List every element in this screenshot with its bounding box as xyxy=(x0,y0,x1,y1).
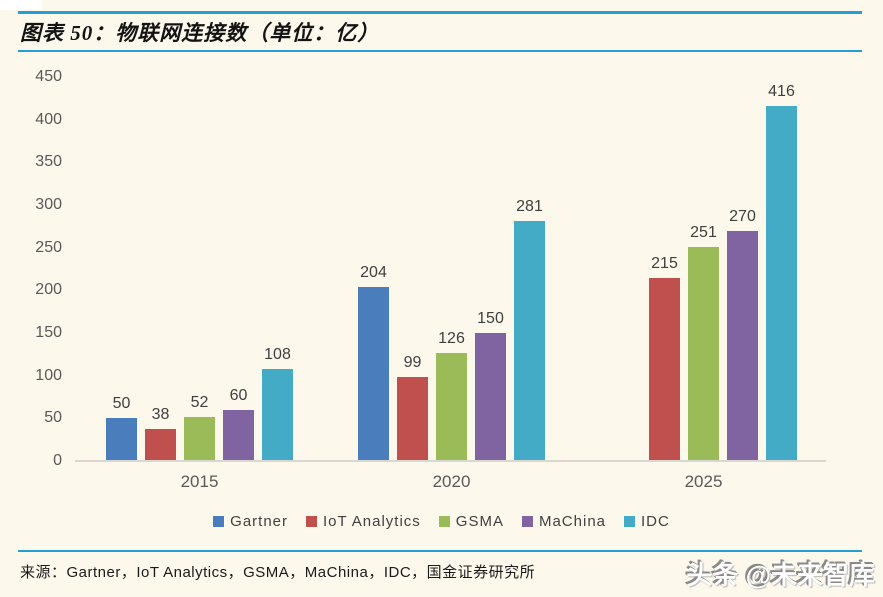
legend-item-idc: IDC xyxy=(624,513,670,530)
bar-value-label-iot-analytics-2025: 215 xyxy=(651,254,678,272)
x-axis-baseline xyxy=(75,460,826,462)
legend-item-machina: MaChina xyxy=(521,513,606,530)
y-axis-tick-0: 0 xyxy=(53,452,62,469)
bar-machina-2020 xyxy=(475,333,506,461)
legend-label: MaChina xyxy=(538,513,606,530)
bar-idc-2020 xyxy=(514,221,545,461)
y-axis-tick-400: 400 xyxy=(35,110,62,128)
x-axis-label-2015: 2015 xyxy=(180,472,219,491)
legend-marker-icon xyxy=(438,516,450,527)
title-top-rule xyxy=(18,11,862,14)
bar-gsma-2025 xyxy=(688,246,719,461)
y-axis-tick-350: 350 xyxy=(35,153,62,171)
bar-value-label-gsma-2025: 251 xyxy=(690,223,717,241)
bar-gartner-2015 xyxy=(106,418,137,461)
footer-rule xyxy=(18,550,862,552)
legend-label: IDC xyxy=(641,513,670,530)
bar-value-label-gartner-2020: 204 xyxy=(360,263,387,281)
bar-value-label-iot-analytics-2015: 38 xyxy=(151,405,170,423)
x-axis-label-2025: 2025 xyxy=(684,472,723,491)
source-note: 来源：Gartner，IoT Analytics，GSMA，MaChina，ID… xyxy=(20,564,536,581)
bar-machina-2025 xyxy=(727,230,758,461)
chart-legend: Gartner IoT Analytics GSMA MaChina IDC xyxy=(0,513,883,530)
page-title: 图表 50：物联网连接数（单位：亿） xyxy=(20,21,380,45)
bar-value-label-machina-2015: 60 xyxy=(229,386,248,404)
legend-marker-icon xyxy=(521,516,533,527)
bar-gsma-2020 xyxy=(436,353,467,461)
bar-value-label-idc-2020: 281 xyxy=(516,198,543,216)
bar-gartner-2020 xyxy=(358,286,389,461)
bar-iot-analytics-2020 xyxy=(397,376,428,461)
legend-marker-icon xyxy=(624,516,635,527)
bar-value-label-iot-analytics-2020: 99 xyxy=(403,353,422,371)
y-axis-tick-50: 50 xyxy=(44,409,62,427)
bar-value-label-idc-2015: 108 xyxy=(264,345,291,363)
bar-value-label-gsma-2020: 126 xyxy=(438,330,465,348)
bar-iot-analytics-2025 xyxy=(649,277,680,461)
y-axis-tick-100: 100 xyxy=(35,366,62,384)
legend-item-iot-analytics: IoT Analytics xyxy=(306,513,421,530)
bar-value-label-machina-2020: 150 xyxy=(477,310,504,327)
bar-value-label-gsma-2015: 52 xyxy=(190,393,209,411)
legend-marker-icon xyxy=(213,516,225,527)
corner-patch xyxy=(0,0,42,10)
legend-label: GSMA xyxy=(455,513,504,530)
legend-label: Gartner xyxy=(230,513,289,530)
bar-value-label-machina-2025: 270 xyxy=(729,207,756,225)
legend-item-gartner: Gartner xyxy=(213,513,288,530)
bar-machina-2015 xyxy=(223,409,254,461)
toutiao-watermark: 头条 @未来智库 xyxy=(686,560,875,590)
y-axis-tick-450: 450 xyxy=(35,68,62,85)
bar-idc-2025 xyxy=(766,106,797,461)
bar-idc-2015 xyxy=(262,368,293,461)
x-axis-label-2020: 2020 xyxy=(432,472,471,491)
bar-iot-analytics-2015 xyxy=(145,428,176,461)
title-bottom-rule xyxy=(18,50,862,52)
legend-item-gsma: GSMA xyxy=(438,513,504,530)
y-axis-tick-250: 250 xyxy=(35,238,62,256)
y-axis-tick-300: 300 xyxy=(35,196,62,213)
legend-label: IoT Analytics xyxy=(323,513,421,530)
y-axis-tick-150: 150 xyxy=(35,324,62,341)
bar-gsma-2015 xyxy=(184,416,215,461)
y-axis-tick-200: 200 xyxy=(35,281,62,299)
bar-value-label-gartner-2015: 50 xyxy=(112,395,131,413)
bar-value-label-idc-2025: 416 xyxy=(768,83,795,100)
legend-marker-icon xyxy=(306,516,318,527)
